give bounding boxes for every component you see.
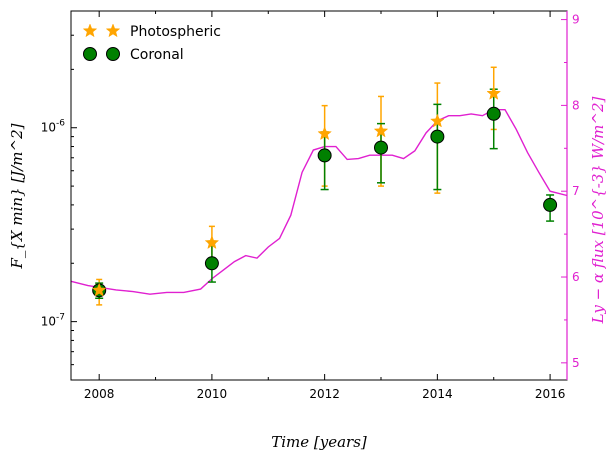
y-tick-label-0: 10-7 [41,313,65,329]
y-right-tick-label-8: 8 [572,98,580,112]
photospheric-point-4 [430,113,445,128]
x-tick-label-2010: 2010 [197,387,228,401]
plot-frame [70,10,568,381]
lya-flux-line [70,108,568,295]
x-axis-label: Time [years] [271,433,367,451]
legend-photospheric-marker-1 [105,23,121,38]
photospheric-point-0 [91,282,107,297]
legend-photospheric-marker-0 [82,23,98,38]
y-axis-right-label: Ly − α flux [10^{-3} W/m^2] [589,97,607,325]
x-tick-label-2008: 2008 [84,387,115,401]
x-tick-label-2012: 2012 [309,387,340,401]
coronal-point-6 [543,197,558,212]
coronal-point-1 [204,256,219,271]
legend-coronal-marker-1 [106,47,120,61]
y-tick-label-1: 10-6 [41,119,66,135]
coronal-point-2 [317,148,332,163]
y-right-tick-label-6: 6 [572,270,580,284]
legend: Photospheric Coronal [82,23,221,63]
x-tick-label-2016: 2016 [535,387,566,401]
y-right-tick-label-5: 5 [572,356,580,370]
coronal-point-3 [374,140,388,155]
y-axis-label: F_{X min} [J/m^2] [8,123,26,269]
legend-photospheric-label: Photospheric [130,24,221,40]
y-right-tick-label-9: 9 [572,13,580,27]
series-layer [70,66,568,306]
coronal-point-5 [486,106,501,121]
legend-coronal-marker-0 [83,47,97,61]
x-tick-label-2014: 2014 [422,387,453,401]
photospheric-point-2 [317,126,332,141]
legend-coronal-label: Coronal [130,47,184,63]
photospheric-point-5 [486,85,502,100]
photospheric-point-3 [373,123,389,138]
photospheric-point-1 [204,235,220,250]
y-right-tick-label-7: 7 [572,184,580,198]
coronal-point-4 [430,129,445,144]
